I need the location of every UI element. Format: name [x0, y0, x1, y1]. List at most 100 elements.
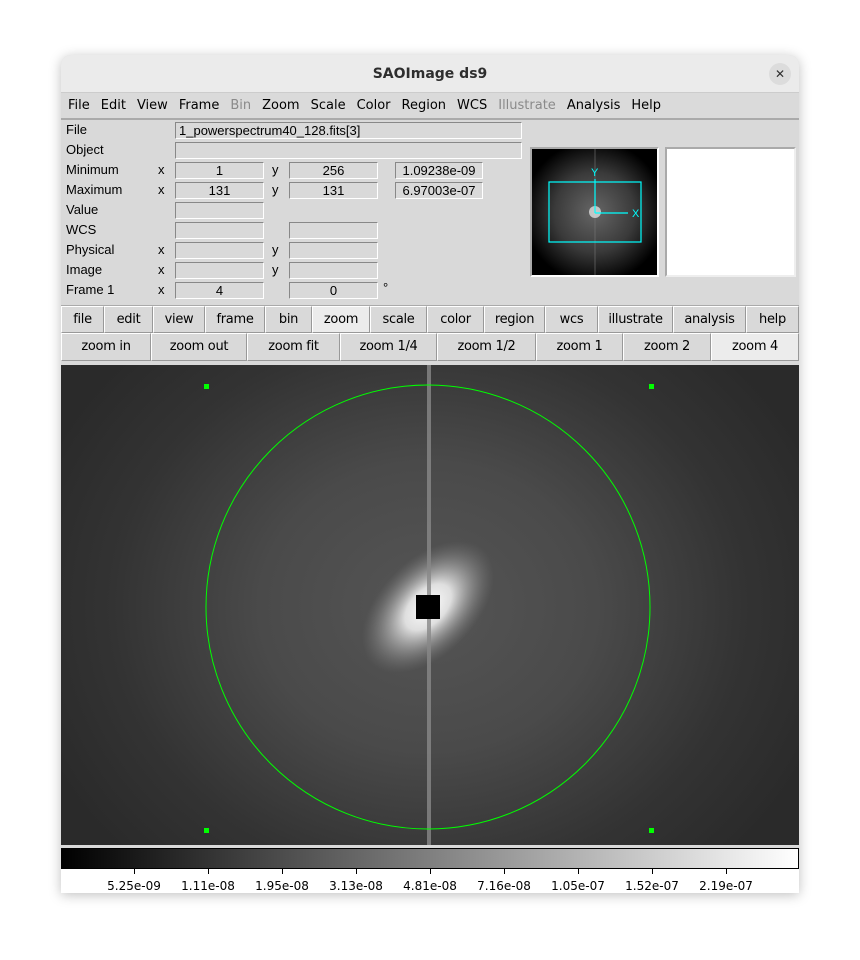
colorbar-tick [208, 869, 209, 874]
colorbar-tick-label: 2.19e-07 [699, 879, 753, 893]
colorbar-tick-label: 1.11e-08 [181, 879, 235, 893]
y-label: y [272, 162, 279, 177]
button-zoom-fit[interactable]: zoom fit [247, 333, 340, 361]
button-analysis[interactable]: analysis [673, 306, 746, 333]
button-zoom-1-4[interactable]: zoom 1/4 [340, 333, 437, 361]
button-zoom-1[interactable]: zoom 1 [536, 333, 623, 361]
button-wcs[interactable]: wcs [545, 306, 598, 333]
image-label: Image [66, 262, 103, 277]
zoom-button-bar: zoom in zoom out zoom fit zoom 1/4 zoom 1/2 z… [61, 333, 799, 361]
min-x-field: 1 [175, 162, 264, 179]
degree-label: ° [383, 280, 389, 295]
colorbar[interactable] [61, 848, 799, 869]
max-value-field: 6.97003e-07 [395, 182, 483, 199]
menu-analysis[interactable]: Analysis [566, 98, 621, 113]
button-frame[interactable]: frame [205, 306, 265, 333]
region-handle [649, 384, 654, 389]
menu-frame[interactable]: Frame [178, 98, 220, 113]
button-scale[interactable]: scale [370, 306, 427, 333]
menu-color[interactable]: Color [356, 98, 391, 113]
colorbar-tick-label: 1.52e-07 [625, 879, 679, 893]
button-bin[interactable]: bin [265, 306, 312, 333]
region-handle [204, 828, 209, 833]
colorbar-tick-label: 4.81e-08 [403, 879, 457, 893]
colorbar-tick [430, 869, 431, 874]
button-color[interactable]: color [427, 306, 484, 333]
colorbar-ticks: 5.25e-09 1.11e-08 1.95e-08 3.13e-08 4.81e-08… [61, 869, 799, 893]
colorbar-tick [726, 869, 727, 874]
button-edit[interactable]: edit [104, 306, 153, 333]
region-handle [649, 828, 654, 833]
panner[interactable]: Y X [530, 147, 659, 277]
menu-zoom[interactable]: Zoom [262, 98, 300, 113]
colorbar-tick [282, 869, 283, 874]
object-field [175, 142, 522, 159]
image-display[interactable] [61, 365, 799, 845]
button-region[interactable]: region [484, 306, 545, 333]
button-zoom-4[interactable]: zoom 4 [711, 333, 799, 361]
x-label: x [158, 282, 165, 297]
physical-x-field [175, 242, 264, 259]
button-zoom-out[interactable]: zoom out [151, 333, 247, 361]
maximum-label: Maximum [66, 182, 123, 197]
x-label: x [158, 162, 165, 177]
menu-region[interactable]: Region [401, 98, 447, 113]
colorbar-tick [504, 869, 505, 874]
colorbar-tick-label: 3.13e-08 [329, 879, 383, 893]
colorbar-tick-label: 1.95e-08 [255, 879, 309, 893]
minimum-label: Minimum [66, 162, 119, 177]
menu-illustrate: Illustrate [498, 98, 556, 113]
panner-x-label: X [632, 208, 640, 220]
frame-angle-field: 0 [289, 282, 378, 299]
physical-y-field [289, 242, 378, 259]
min-value-field: 1.09238e-09 [395, 162, 483, 179]
ds9-window: SAOImage ds9 ✕ File Edit View Frame Bin Zoom S… [61, 55, 799, 893]
window-title: SAOImage ds9 [372, 66, 488, 82]
max-y-field: 131 [289, 182, 378, 199]
frame-label: Frame 1 [66, 282, 115, 297]
value-label: Value [66, 202, 99, 217]
menu-help[interactable]: Help [631, 98, 662, 113]
colorbar-tick-label: 7.16e-08 [477, 879, 531, 893]
colorbar-tick [652, 869, 653, 874]
button-file[interactable]: file [61, 306, 104, 333]
min-y-field: 256 [289, 162, 378, 179]
menu-bar: File Edit View Frame Bin Zoom Scale Color Region… [61, 93, 799, 120]
colorbar-tick-label: 1.05e-07 [551, 879, 605, 893]
wcs-x-field [175, 222, 264, 239]
y-label: y [272, 242, 279, 257]
max-x-field: 131 [175, 182, 264, 199]
button-zoom-1-2[interactable]: zoom 1/2 [437, 333, 536, 361]
menu-scale[interactable]: Scale [310, 98, 346, 113]
colorbar-tick [578, 869, 579, 874]
button-illustrate[interactable]: illustrate [598, 306, 673, 333]
colorbar-tick-label: 5.25e-09 [107, 879, 161, 893]
menu-bin: Bin [230, 98, 252, 113]
close-icon[interactable]: ✕ [769, 63, 791, 85]
button-help[interactable]: help [746, 306, 799, 333]
button-bar: file edit view frame bin zoom scale color region… [61, 305, 799, 333]
y-label: y [272, 262, 279, 277]
panner-y-label: Y [591, 167, 599, 179]
button-zoom-2[interactable]: zoom 2 [623, 333, 711, 361]
wcs-y-field [289, 222, 378, 239]
object-label: Object [66, 142, 104, 157]
colorbar-tick [134, 869, 135, 874]
wcs-label: WCS [66, 222, 97, 237]
menu-wcs[interactable]: WCS [457, 98, 488, 113]
frame-zoom-field: 4 [175, 282, 264, 299]
menu-edit[interactable]: Edit [100, 98, 126, 113]
button-view[interactable]: view [153, 306, 205, 333]
menu-file[interactable]: File [68, 98, 90, 113]
x-label: x [158, 262, 165, 277]
colorbar-tick [356, 869, 357, 874]
button-zoom-in[interactable]: zoom in [61, 333, 151, 361]
info-panel: File 1_powerspectrum40_128.fits[3] Objec… [61, 120, 799, 305]
image-x-field [175, 262, 264, 279]
file-label: File [66, 122, 87, 137]
x-label: x [158, 242, 165, 257]
physical-label: Physical [66, 242, 115, 257]
menu-view[interactable]: View [136, 98, 168, 113]
button-zoom[interactable]: zoom [312, 306, 370, 333]
value-field [175, 202, 264, 219]
